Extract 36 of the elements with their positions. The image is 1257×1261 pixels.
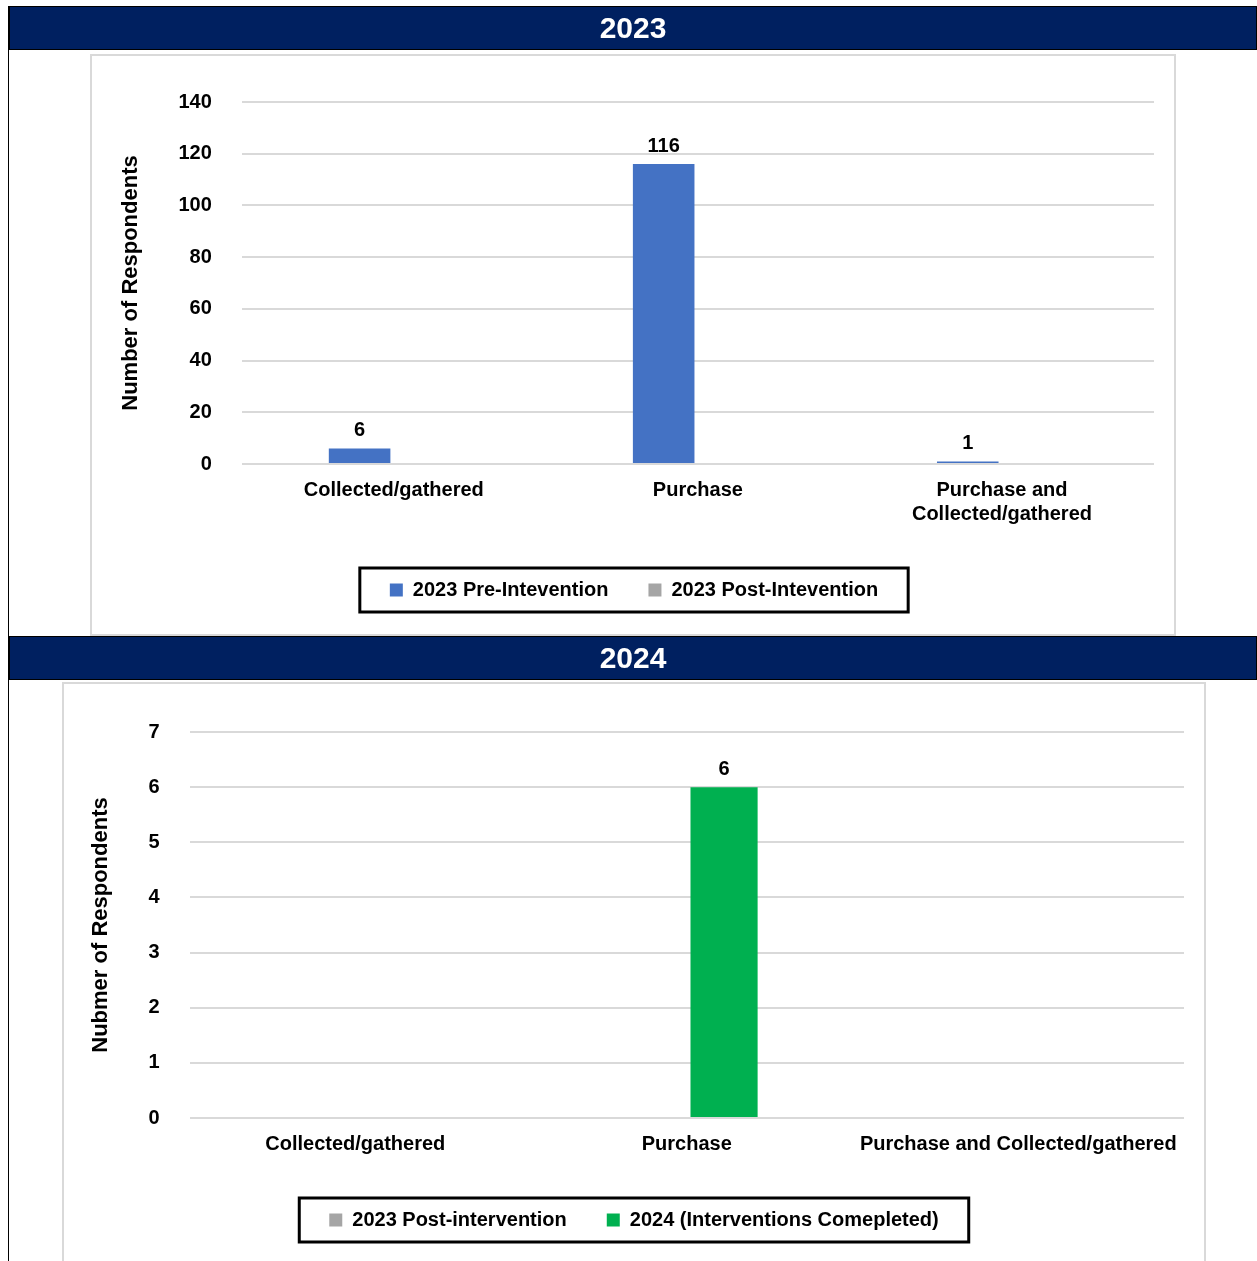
legend-label: 2023 Pre-Intevention: [412, 577, 609, 600]
x-tick-label: Collected/gathered: [265, 1131, 446, 1154]
legend-label: 2023 Post-Intevention: [671, 577, 879, 600]
y-tick-label: 3: [148, 940, 160, 963]
y-tick-label: 40: [189, 348, 212, 371]
chart-title: 2023: [9, 6, 1257, 50]
y-tick-label: 120: [178, 141, 212, 164]
y-tick-label: 4: [148, 884, 161, 907]
x-tick-label: Purchase and Collected/gathered: [911, 477, 1092, 524]
y-tick-label: 140: [178, 89, 212, 112]
x-tick-label: Purchase: [652, 477, 743, 500]
y-tick-label: 7: [148, 719, 160, 742]
y-tick-label: 0: [200, 451, 212, 474]
data-label: 116: [647, 133, 680, 156]
x-tick-label: Collected/gathered: [303, 477, 484, 500]
data-label: 6: [718, 756, 730, 779]
data-label: 6: [354, 418, 366, 440]
legend-label: 2023 Post-intervention: [352, 1207, 567, 1230]
y-tick-label: 60: [189, 296, 212, 319]
y-axis-title: Nubmer of Respondents: [87, 797, 113, 1053]
x-tick-label: Purchase and Collected/gathered: [859, 1131, 1177, 1154]
y-tick-label: 5: [148, 829, 160, 852]
y-tick-label: 2: [148, 995, 160, 1018]
bar: [328, 448, 391, 463]
legend-label: 2024 (Interventions Comepleted): [629, 1207, 939, 1230]
y-tick-label: 80: [189, 244, 212, 267]
y-tick-label: 1: [148, 1050, 160, 1073]
data-label: 1: [962, 430, 974, 453]
y-tick-label: 6: [148, 774, 160, 797]
y-tick-label: 0: [148, 1105, 160, 1128]
x-tick-label: Purchase: [641, 1131, 732, 1154]
y-axis-title: Number of Respondents: [117, 155, 143, 411]
chart-title: 2024: [9, 636, 1257, 680]
y-tick-label: 100: [178, 192, 212, 215]
y-tick-label: 20: [189, 399, 212, 422]
bar: [632, 164, 695, 463]
